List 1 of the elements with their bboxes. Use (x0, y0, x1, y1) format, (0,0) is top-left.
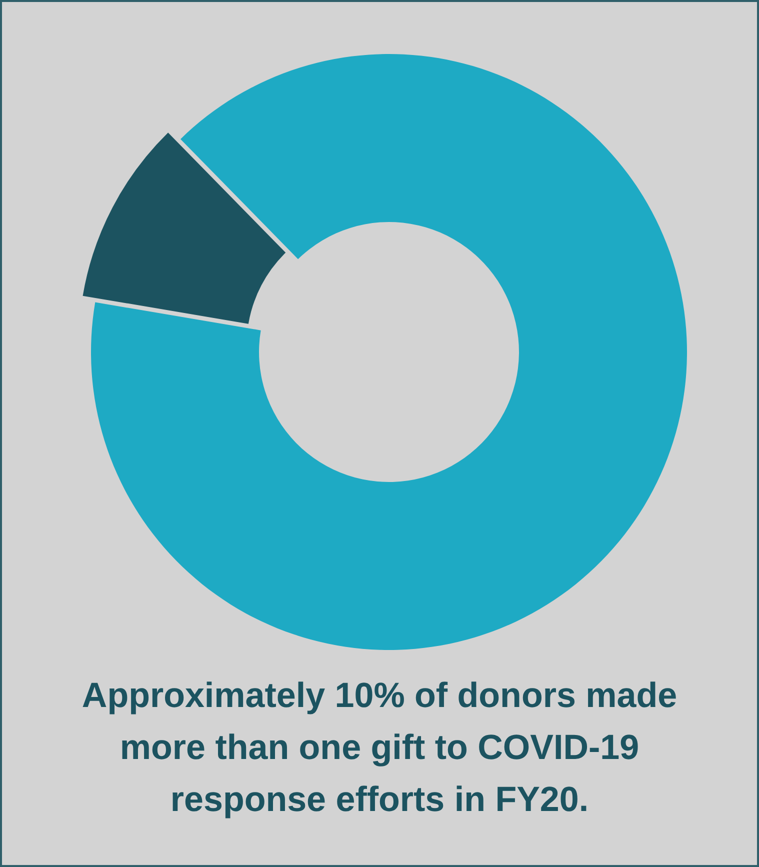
text: Approximately 10% of donors made more than one gift to COVID-19 response efforts in FY20. (80, 675, 678, 821)
